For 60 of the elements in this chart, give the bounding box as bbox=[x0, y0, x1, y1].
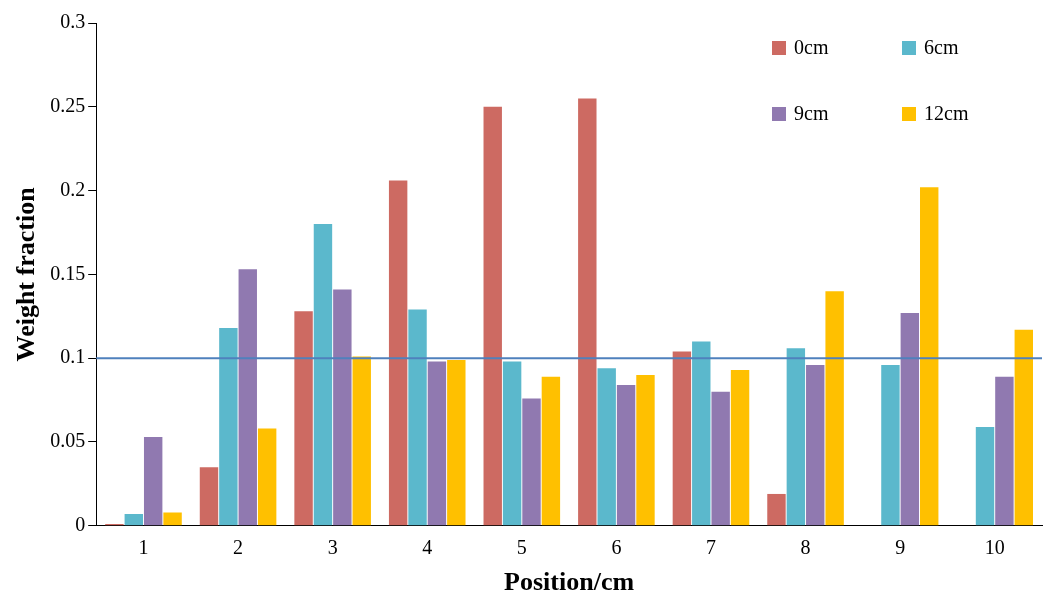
y-tick-label: 0.3 bbox=[60, 10, 86, 33]
bar bbox=[730, 369, 750, 526]
bar bbox=[447, 359, 466, 526]
bar bbox=[786, 348, 806, 526]
bar bbox=[1014, 329, 1033, 526]
bar bbox=[597, 368, 616, 526]
x-axis-title: Position/cm bbox=[504, 567, 635, 597]
legend-label: 12cm bbox=[924, 102, 969, 125]
x-tick-label: 1 bbox=[138, 536, 149, 559]
bar bbox=[408, 309, 427, 526]
bar bbox=[143, 436, 163, 526]
bar bbox=[333, 289, 352, 526]
bar bbox=[483, 106, 502, 526]
bar bbox=[578, 98, 597, 526]
bar bbox=[692, 341, 711, 526]
bar bbox=[238, 269, 257, 526]
y-tick-label: 0.05 bbox=[50, 429, 86, 452]
bar bbox=[881, 364, 900, 526]
legend-label: 0cm bbox=[794, 36, 829, 59]
bar bbox=[502, 361, 522, 526]
x-tick-label: 2 bbox=[233, 536, 244, 559]
bar bbox=[975, 426, 995, 526]
legend-label: 6cm bbox=[924, 36, 959, 59]
x-tick-label: 8 bbox=[800, 536, 811, 559]
bar bbox=[711, 391, 730, 526]
bar bbox=[767, 493, 786, 526]
bar bbox=[672, 351, 692, 526]
x-tick-label: 9 bbox=[895, 536, 906, 559]
legend-label: 9cm bbox=[794, 102, 829, 125]
bar bbox=[163, 512, 182, 526]
bar bbox=[541, 376, 561, 526]
x-tick-label: 7 bbox=[705, 536, 716, 559]
bar bbox=[199, 467, 219, 526]
y-tick-label: 0.15 bbox=[50, 261, 86, 284]
bar bbox=[219, 328, 238, 526]
x-tick-label: 10 bbox=[984, 536, 1005, 559]
bar bbox=[257, 428, 277, 526]
x-tick-label: 3 bbox=[327, 536, 338, 559]
y-axis-title: Weight fraction bbox=[11, 186, 41, 362]
bar bbox=[825, 291, 844, 526]
bar bbox=[995, 376, 1014, 526]
bar bbox=[920, 187, 939, 526]
y-tick-label: 0.1 bbox=[60, 345, 86, 368]
bar bbox=[900, 312, 920, 526]
bar bbox=[352, 356, 371, 526]
y-tick-label: 0 bbox=[75, 513, 86, 536]
y-tick-label: 0.2 bbox=[60, 177, 86, 200]
x-tick-label: 4 bbox=[422, 536, 433, 559]
bar bbox=[388, 180, 408, 526]
bar bbox=[616, 385, 636, 526]
bar bbox=[427, 361, 447, 526]
bar bbox=[522, 398, 541, 526]
bar bbox=[313, 224, 333, 526]
bar bbox=[294, 311, 313, 526]
bar bbox=[124, 514, 144, 526]
bar bbox=[636, 374, 655, 526]
x-tick-label: 5 bbox=[516, 536, 527, 559]
bar bbox=[806, 364, 825, 526]
x-tick-label: 6 bbox=[611, 536, 622, 559]
y-tick-label: 0.25 bbox=[50, 94, 86, 117]
